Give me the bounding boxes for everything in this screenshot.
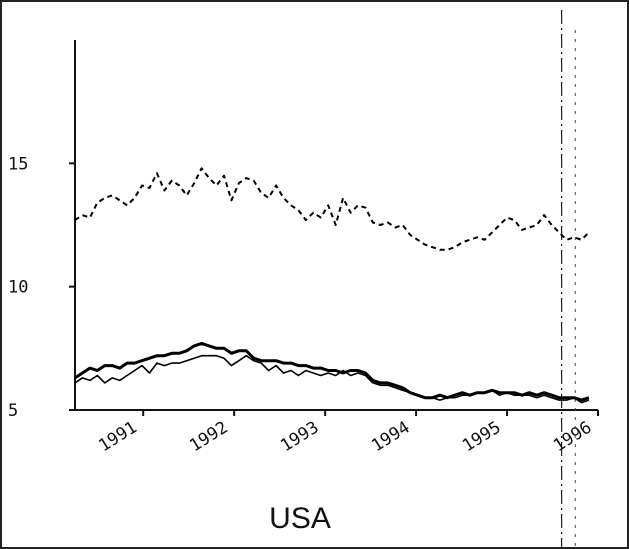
series-line-thin [74,354,590,404]
y-tick-label: 5 [8,401,18,421]
x-tick-label: 1992 [186,418,231,457]
x-tick-label: 1994 [368,418,413,457]
x-tick-label: 1995 [459,418,504,457]
chart-title: USA [269,502,331,535]
forecast-markers [561,10,576,548]
series-group [74,167,590,404]
y-tick-label: 10 [8,278,28,298]
series-line-dashed [74,167,590,251]
x-tick-label: 1993 [277,418,322,457]
x-tick-label: 1996 [550,418,595,457]
x-ticks: 1991 1992 1993 1994 1995 1996 [95,410,599,457]
x-tick-label: 1991 [95,418,140,457]
y-tick-label: 15 [8,154,28,174]
series-line-thick [74,341,590,402]
y-ticks: 5 10 15 [8,154,75,421]
